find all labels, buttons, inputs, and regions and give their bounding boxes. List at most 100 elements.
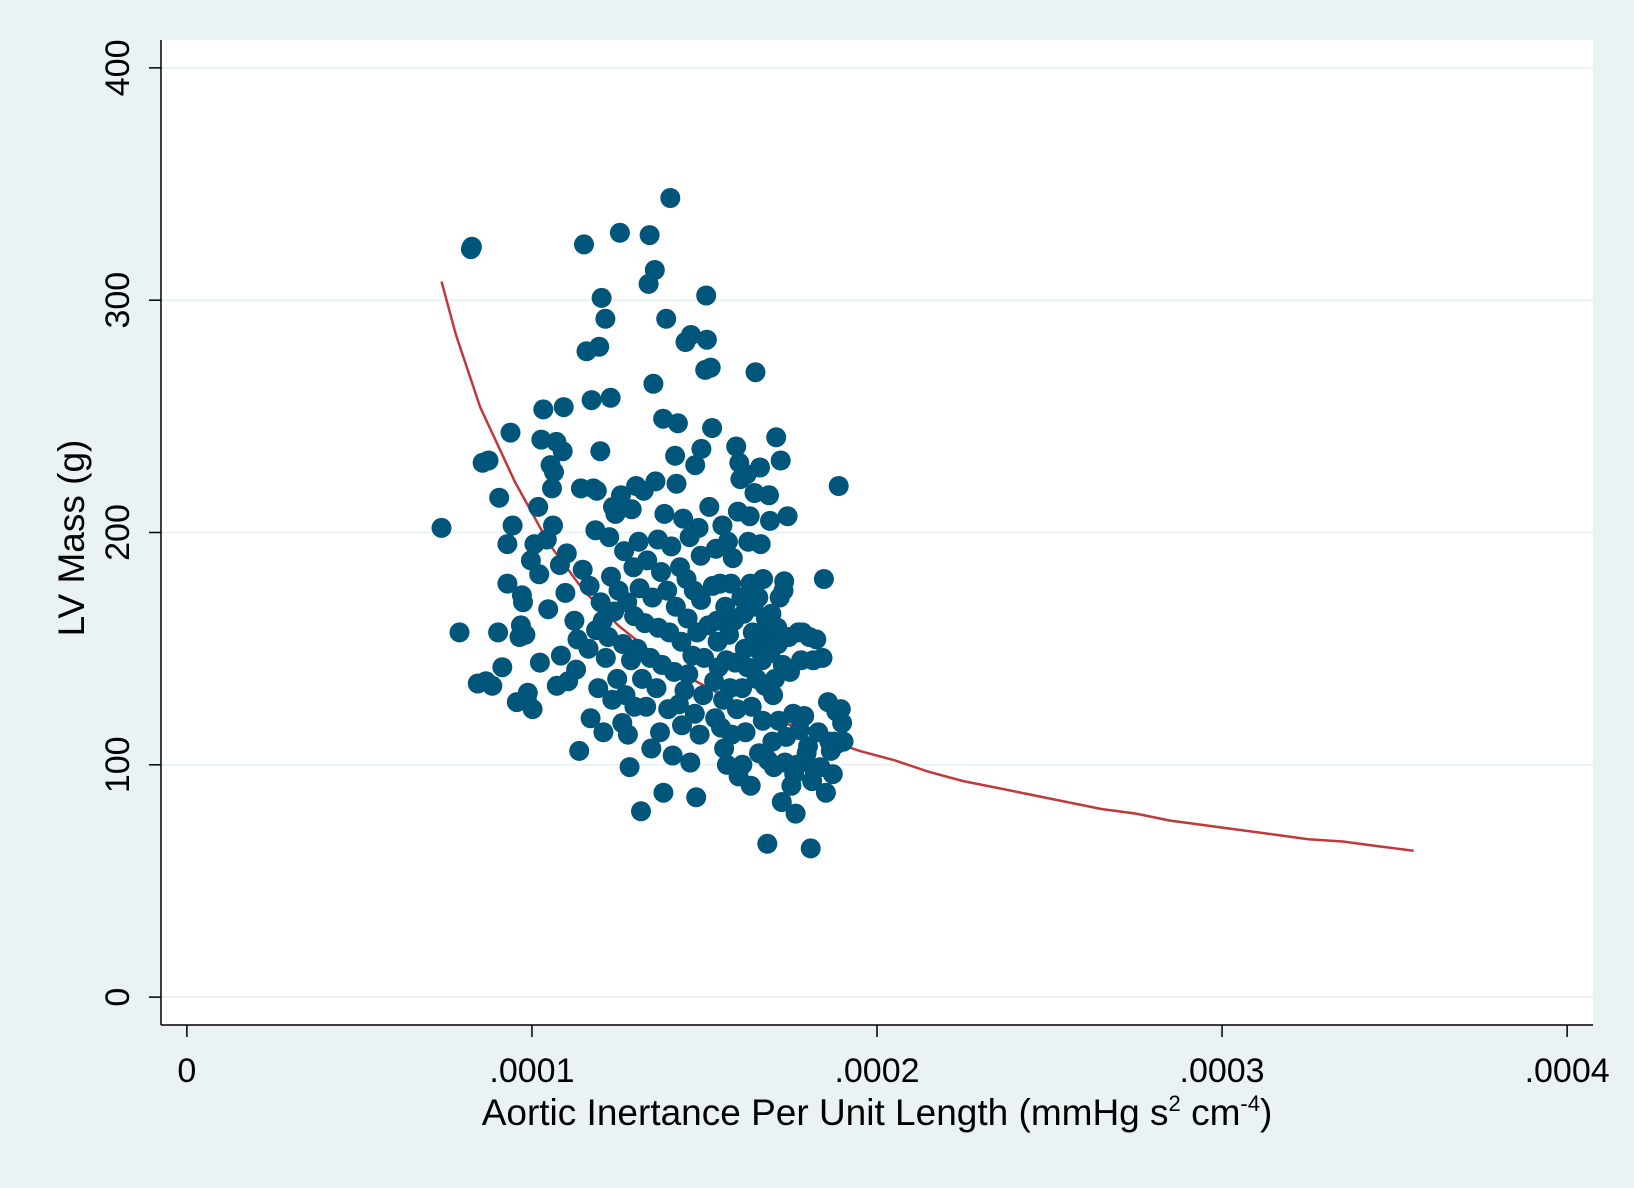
data-point xyxy=(543,515,563,536)
data-point xyxy=(553,397,574,418)
data-point xyxy=(581,390,602,411)
data-point xyxy=(555,582,576,603)
data-point xyxy=(460,239,481,260)
data-point xyxy=(609,222,630,243)
data-point xyxy=(636,696,657,717)
data-point xyxy=(595,647,616,668)
x-tick-label: .0001 xyxy=(489,1052,574,1090)
data-point xyxy=(660,188,681,208)
fit-curve-group xyxy=(440,281,1414,853)
data-point xyxy=(651,562,671,582)
data-point xyxy=(732,754,753,775)
data-point xyxy=(482,675,503,696)
data-point xyxy=(681,325,701,345)
data-point xyxy=(500,422,521,443)
data-point xyxy=(759,485,779,506)
data-point xyxy=(666,473,687,494)
data-point xyxy=(680,752,701,773)
data-point xyxy=(588,678,609,699)
data-point xyxy=(645,471,666,492)
data-point xyxy=(748,587,769,608)
data-point xyxy=(517,682,538,703)
data-point xyxy=(528,496,549,517)
data-point xyxy=(722,548,743,569)
data-point xyxy=(812,647,833,668)
data-point xyxy=(726,699,747,720)
data-point xyxy=(753,569,774,589)
data-point xyxy=(529,652,550,673)
data-point xyxy=(671,631,692,652)
data-point xyxy=(639,225,660,246)
data-point xyxy=(580,708,601,729)
y-tick-label: 100 xyxy=(99,736,137,793)
data-point xyxy=(661,536,682,557)
data-point xyxy=(691,589,711,610)
data-point xyxy=(502,515,523,536)
data-point xyxy=(750,457,770,478)
data-point xyxy=(657,580,678,601)
y-tick-label: 200 xyxy=(99,504,137,561)
data-point xyxy=(686,787,707,808)
data-point xyxy=(685,455,706,476)
data-point xyxy=(739,506,760,527)
data-point xyxy=(665,445,686,466)
x-axis-label-sup-2: -4 xyxy=(1240,1091,1260,1116)
data-point xyxy=(766,427,787,448)
data-point xyxy=(752,710,773,731)
data-point xyxy=(832,713,853,733)
data-point xyxy=(712,515,733,536)
data-point xyxy=(643,373,664,394)
data-points xyxy=(431,188,854,859)
y-axis-ticks: 0 100 200 300 400 xyxy=(99,40,161,1007)
x-tick-label: .0002 xyxy=(834,1052,919,1090)
data-point xyxy=(529,564,550,585)
data-point xyxy=(497,534,518,555)
data-point xyxy=(646,678,667,699)
data-point xyxy=(700,357,721,378)
data-point xyxy=(614,541,635,562)
data-point xyxy=(770,450,791,471)
data-point xyxy=(515,624,536,645)
data-point xyxy=(674,680,695,701)
x-tick-label: .0004 xyxy=(1525,1052,1610,1090)
data-point xyxy=(497,573,518,594)
data-point xyxy=(696,285,717,306)
data-point xyxy=(637,550,658,571)
data-point xyxy=(579,575,600,596)
data-point xyxy=(574,234,594,255)
data-point xyxy=(586,480,607,501)
data-point xyxy=(815,782,836,803)
data-point xyxy=(702,418,723,438)
data-point xyxy=(806,629,827,650)
data-point xyxy=(777,506,798,527)
data-point xyxy=(798,736,818,757)
data-point xyxy=(745,362,766,383)
data-point xyxy=(621,499,642,520)
fit-curve xyxy=(440,281,1414,853)
data-point xyxy=(678,664,699,685)
data-point xyxy=(590,441,611,462)
y-tick-label: 400 xyxy=(99,40,137,97)
data-point xyxy=(794,706,815,726)
data-point xyxy=(569,740,590,761)
data-point xyxy=(721,573,741,594)
data-point xyxy=(689,724,710,745)
x-tick-label: .0003 xyxy=(1180,1052,1265,1090)
data-point xyxy=(717,531,738,552)
data-point xyxy=(632,668,652,689)
data-point xyxy=(760,510,780,531)
data-point xyxy=(566,659,587,680)
data-point xyxy=(533,399,554,420)
x-axis-label-sup-1: 2 xyxy=(1169,1091,1181,1116)
data-point xyxy=(542,478,562,499)
data-point xyxy=(699,496,720,517)
data-point xyxy=(488,622,509,643)
data-point xyxy=(556,543,577,564)
data-point xyxy=(593,722,614,743)
y-tick-label: 0 xyxy=(99,988,137,1007)
data-point xyxy=(654,503,675,524)
data-point xyxy=(600,387,621,408)
data-point xyxy=(774,571,795,592)
y-tick-label: 300 xyxy=(99,272,137,329)
data-point xyxy=(611,485,631,506)
